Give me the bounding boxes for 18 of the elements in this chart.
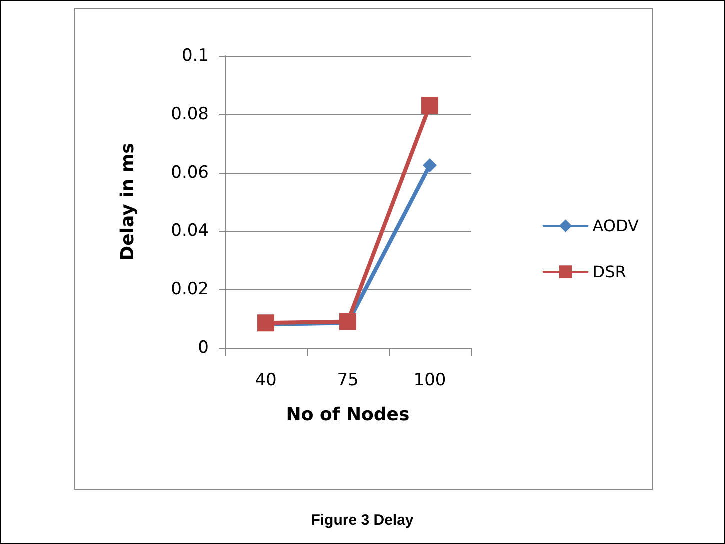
caption: Figure 3 Delay	[310, 512, 415, 529]
legend-label: DSR	[592, 262, 626, 282]
y-tick-label: 0.08	[171, 104, 209, 124]
x-tick-label: 75	[337, 370, 359, 390]
y-tick-label: 0.02	[171, 280, 209, 300]
y-tick-label: 0	[198, 338, 209, 358]
point	[422, 97, 438, 114]
legend-label: AODV	[592, 216, 640, 236]
y-tick-label: 0.04	[171, 221, 209, 242]
point	[423, 158, 437, 172]
x-tick-label: 40	[255, 370, 277, 390]
x-tick-label: 100	[414, 370, 446, 390]
point	[340, 313, 356, 330]
point	[258, 314, 274, 332]
y-tick-label: 0.1	[182, 46, 209, 66]
x-axis-title: No of Nodes	[286, 404, 410, 426]
y-tick-label: 0.06	[171, 162, 209, 183]
y-axis-title: Delay in ms	[118, 143, 138, 261]
